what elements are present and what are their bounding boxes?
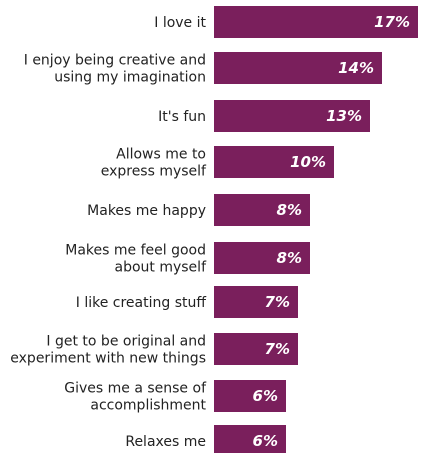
bar-2: [214, 52, 382, 84]
category-label-2: I enjoy being creative and using my imagi…: [24, 53, 206, 86]
category-label-line: about myself: [115, 260, 208, 276]
bar-value-label-7: 7%: [265, 293, 290, 311]
bar-6: [214, 242, 310, 274]
category-label-line: Makes me feel good: [65, 243, 206, 259]
category-label-line: I enjoy being creative and: [24, 53, 206, 69]
bar-value-label-10: 6%: [253, 432, 278, 450]
bar-10: [214, 425, 286, 453]
category-label-line: Makes me happy: [87, 203, 206, 219]
category-label-8: I get to be original and experiment with …: [10, 334, 206, 367]
category-label-line: Relaxes me: [125, 434, 206, 450]
bar-value-label-3: 13%: [326, 107, 362, 125]
bar-9: [214, 380, 286, 412]
bar-8: [214, 333, 298, 365]
bar-value-label-5: 8%: [277, 201, 302, 219]
bar-value-label-2: 14%: [338, 59, 374, 77]
bar-value-label-8: 7%: [265, 340, 290, 358]
category-label-line: It's fun: [158, 109, 206, 125]
bar-value-label-6: 8%: [277, 249, 302, 267]
category-label-1: I love it: [154, 15, 206, 31]
bar-5: [214, 194, 310, 226]
category-label-9: Gives me a sense of accomplishment: [64, 381, 207, 414]
category-label-3: It's fun: [158, 109, 206, 125]
bar-value-label-1: 17%: [374, 13, 410, 31]
category-label-line: Allows me to: [116, 147, 206, 163]
bar-7: [214, 286, 298, 318]
category-label-line: Gives me a sense of: [64, 381, 207, 397]
category-label-6: Makes me feel good about myself: [65, 243, 207, 276]
category-label-7: I like creating stuff: [76, 295, 207, 311]
bar-1: [214, 6, 418, 38]
category-label-line: express myself: [101, 164, 207, 180]
category-label-line: I like creating stuff: [76, 295, 207, 311]
category-label-line: experiment with new things: [10, 351, 206, 367]
category-label-line: I get to be original and: [46, 334, 206, 350]
bar-value-label-4: 10%: [290, 153, 326, 171]
bar-4: [214, 146, 334, 178]
bar-value-label-9: 6%: [253, 387, 278, 405]
category-label-line: using my imagination: [54, 70, 206, 86]
category-label-5: Makes me happy: [87, 203, 206, 219]
category-label-4: Allows me to express myself: [101, 147, 207, 180]
category-label-line: I love it: [154, 15, 206, 31]
bar-3: [214, 100, 370, 132]
category-label-10: Relaxes me: [125, 434, 206, 450]
category-label-line: accomplishment: [90, 398, 206, 414]
